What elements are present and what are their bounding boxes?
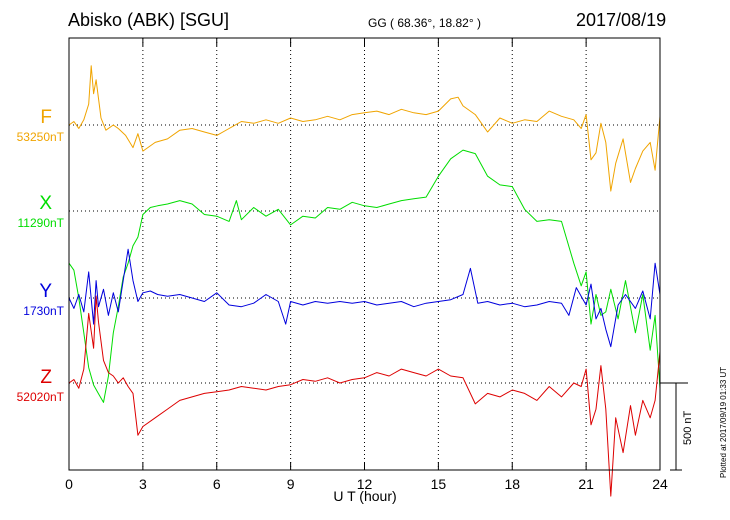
component-label-x: X	[39, 193, 52, 214]
scale-bar-label: 500 nT	[682, 410, 694, 445]
series-layer	[68, 65, 661, 497]
series-line-y	[68, 248, 661, 348]
x-tick-label: 15	[431, 476, 447, 492]
x-tick-label: 3	[139, 476, 147, 492]
station-title: Abisko (ABK) [SGU]	[68, 10, 230, 30]
series-line-z	[68, 295, 661, 497]
series-line-f	[68, 65, 661, 192]
x-tick-label: 18	[504, 476, 520, 492]
component-label-f: F	[40, 107, 52, 128]
x-tick-label: 9	[287, 476, 295, 492]
baseline-label-y: 1730nT	[23, 304, 64, 318]
x-tick-label: 12	[357, 476, 373, 492]
coordinates-label: GG ( 68.36°, 18.82° )	[368, 16, 481, 30]
x-tick-label: 21	[578, 476, 594, 492]
series-line-x	[68, 149, 661, 403]
x-axis-label: U T (hour)	[333, 488, 397, 504]
date-label: 2017/08/19	[576, 10, 667, 30]
baseline-label-f: 53250nT	[16, 130, 64, 144]
chart-grid	[69, 38, 660, 470]
component-label-y: Y	[39, 281, 52, 302]
x-tick-label: 6	[213, 476, 221, 492]
x-tick-label: 24	[652, 476, 668, 492]
x-tick-label: 0	[65, 476, 73, 492]
baseline-label-z: 52020nT	[16, 390, 64, 404]
x-axis-ticks: 0 3 6 9 12 15 18 21 24	[65, 38, 668, 492]
plotted-at-footer: Plotted at 2017/09/19 01:33 UT	[719, 366, 728, 478]
component-label-z: Z	[40, 367, 52, 388]
baseline-label-x: 11290nT	[17, 216, 64, 230]
scale-bar	[660, 382, 688, 471]
